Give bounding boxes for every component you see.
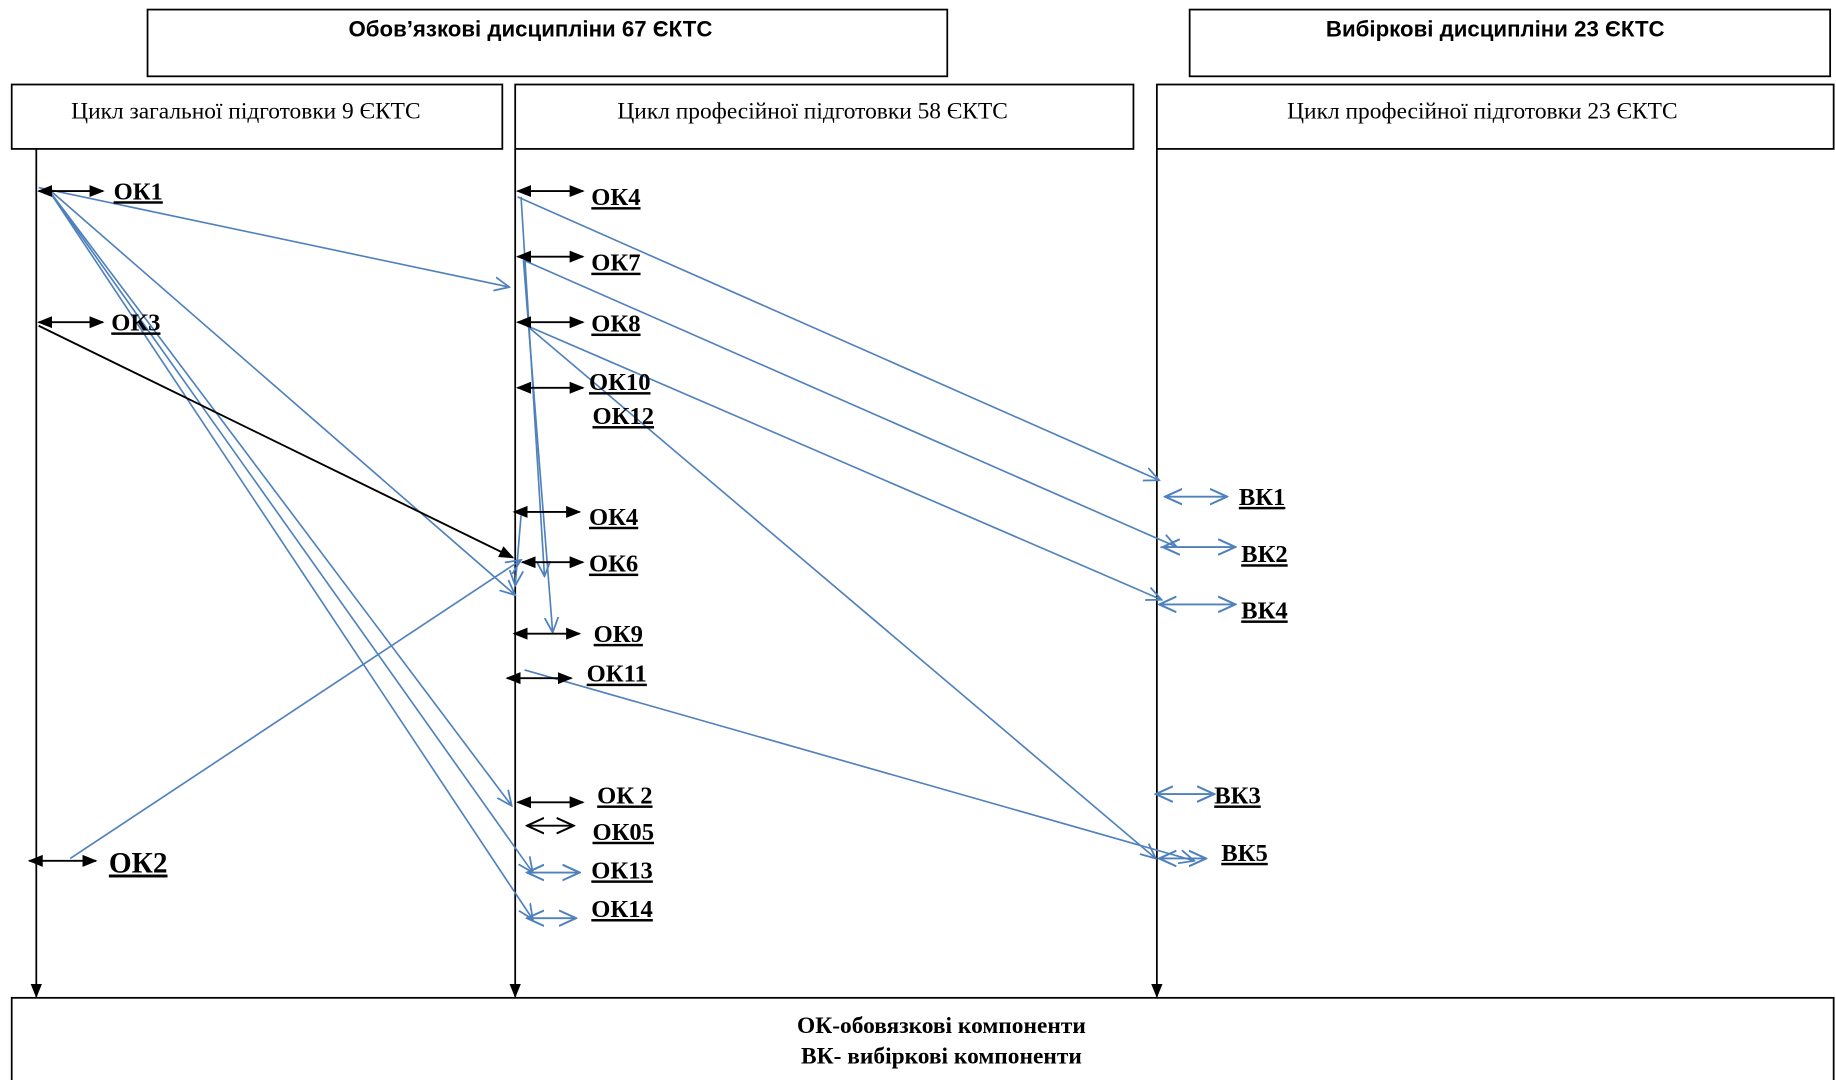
header: Вибіркові дисципліни 23 ЄКТС — [1326, 17, 1665, 42]
cycle-label: Цикл загальної підготовки 9 ЄКТС — [71, 98, 420, 124]
node-label: ОК6 — [589, 551, 638, 578]
link — [524, 669, 1195, 861]
node-label: ОК05 — [592, 819, 654, 846]
links — [38, 186, 1195, 920]
node-label: ОК11 — [587, 661, 647, 688]
header-box — [146, 8, 949, 78]
node-label: ОК14 — [591, 896, 653, 923]
link — [517, 196, 1160, 480]
node-label: ОК2 — [109, 848, 168, 880]
legend-line: ВК- вибіркові компоненти — [801, 1043, 1082, 1069]
node-label: ОК10 — [589, 369, 651, 396]
cycle-box — [10, 83, 504, 150]
node-label: ОК 2 — [597, 782, 652, 809]
node-label: ОК12 — [592, 403, 654, 430]
link — [46, 187, 533, 873]
node-label: ВК3 — [1214, 782, 1261, 809]
link — [69, 560, 521, 860]
cycle-box — [514, 83, 1135, 150]
link — [38, 186, 510, 288]
cycle-label: Цикл професійної підготовки 23 ЄКТС — [1287, 98, 1677, 124]
node-label: ОК1 — [114, 178, 163, 205]
header-box — [1188, 8, 1832, 78]
node-label: ОК9 — [594, 621, 643, 648]
link — [523, 259, 1176, 547]
node-label: ОК3 — [111, 309, 160, 336]
node-label: ВК1 — [1239, 484, 1286, 511]
link — [515, 515, 521, 585]
link — [46, 187, 512, 806]
header: Обов’язкові дисципліни 67 ЄКТС — [348, 17, 712, 42]
link — [46, 186, 515, 595]
legend-box — [10, 996, 1835, 1080]
node-label: ОК13 — [591, 857, 653, 884]
node-label: ВК5 — [1221, 840, 1268, 867]
link — [526, 324, 1162, 600]
link — [526, 325, 1156, 859]
node-label: ОК4 — [591, 184, 640, 211]
cycle-label: Цикл професійної підготовки 58 ЄКТС — [617, 98, 1007, 124]
node-label: ВК4 — [1241, 597, 1288, 624]
cycle-box — [1155, 83, 1835, 150]
legend-line: ОК-обовязкові компоненти — [797, 1013, 1086, 1039]
node-label: ОК8 — [591, 311, 640, 338]
link — [522, 260, 552, 632]
link — [46, 187, 533, 920]
link — [38, 324, 515, 559]
node-label: ОК4 — [589, 504, 638, 531]
node-label: ОК7 — [591, 250, 640, 277]
node-label: ВК2 — [1241, 541, 1288, 568]
